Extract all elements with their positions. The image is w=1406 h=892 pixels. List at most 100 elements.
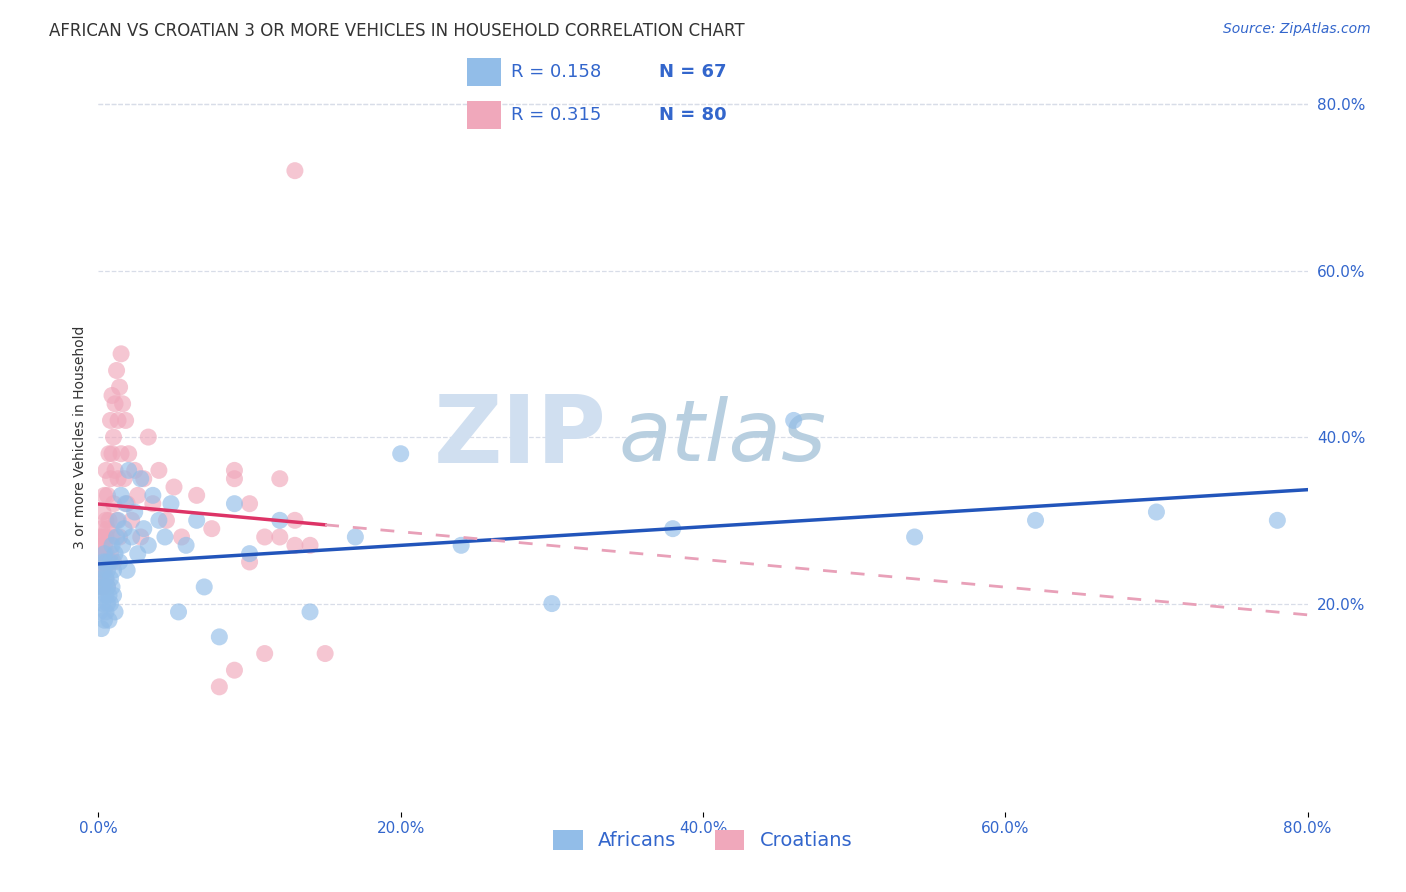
Point bbox=[96, 488, 118, 502]
Point bbox=[98, 447, 121, 461]
Point bbox=[105, 513, 128, 527]
Point bbox=[93, 555, 115, 569]
Text: R = 0.315: R = 0.315 bbox=[510, 106, 602, 124]
Point bbox=[114, 413, 136, 427]
Point bbox=[91, 547, 114, 561]
Point bbox=[93, 547, 115, 561]
Point bbox=[314, 647, 336, 661]
Point bbox=[389, 447, 412, 461]
Text: Source: ZipAtlas.com: Source: ZipAtlas.com bbox=[1223, 22, 1371, 37]
Point bbox=[783, 413, 806, 427]
Point bbox=[104, 463, 127, 477]
Point bbox=[112, 522, 135, 536]
Point bbox=[121, 513, 143, 527]
Point bbox=[1267, 513, 1289, 527]
Point bbox=[170, 530, 193, 544]
Point bbox=[103, 555, 125, 569]
Point bbox=[101, 530, 124, 544]
Point bbox=[100, 472, 122, 486]
Legend: Africans, Croatians: Africans, Croatians bbox=[546, 822, 860, 858]
Point bbox=[94, 463, 117, 477]
Point bbox=[167, 605, 190, 619]
Point bbox=[284, 538, 307, 552]
Bar bbox=[467, 101, 501, 129]
Text: AFRICAN VS CROATIAN 3 OR MORE VEHICLES IN HOUSEHOLD CORRELATION CHART: AFRICAN VS CROATIAN 3 OR MORE VEHICLES I… bbox=[49, 22, 745, 40]
Point bbox=[89, 547, 111, 561]
Point bbox=[253, 647, 276, 661]
Point bbox=[224, 463, 246, 477]
Point bbox=[104, 397, 127, 411]
Point bbox=[91, 505, 114, 519]
Point bbox=[100, 413, 122, 427]
Point bbox=[96, 522, 118, 536]
Point bbox=[124, 505, 146, 519]
Point bbox=[540, 597, 562, 611]
Point bbox=[89, 530, 111, 544]
Point bbox=[90, 538, 112, 552]
Point bbox=[344, 530, 367, 544]
Point bbox=[103, 430, 125, 444]
Point bbox=[142, 497, 165, 511]
Point bbox=[90, 622, 112, 636]
Point bbox=[114, 497, 136, 511]
Point bbox=[104, 547, 127, 561]
Point bbox=[93, 538, 115, 552]
Point bbox=[193, 580, 215, 594]
Point bbox=[91, 563, 114, 577]
Point bbox=[108, 380, 131, 394]
Point bbox=[93, 613, 115, 627]
Point bbox=[94, 547, 117, 561]
Point bbox=[186, 513, 208, 527]
Point bbox=[90, 522, 112, 536]
Point bbox=[208, 680, 231, 694]
Point bbox=[239, 547, 262, 561]
Point bbox=[103, 588, 125, 602]
Point bbox=[269, 530, 291, 544]
Point bbox=[96, 597, 118, 611]
Point bbox=[98, 555, 121, 569]
Point bbox=[110, 347, 132, 361]
Point bbox=[96, 563, 118, 577]
Point bbox=[136, 430, 159, 444]
Point bbox=[90, 555, 112, 569]
Point bbox=[93, 488, 115, 502]
Point bbox=[127, 547, 149, 561]
Point bbox=[94, 513, 117, 527]
Point bbox=[224, 472, 246, 486]
Point bbox=[1144, 505, 1167, 519]
Point bbox=[103, 497, 125, 511]
Point bbox=[239, 497, 262, 511]
Point bbox=[96, 555, 118, 569]
Point bbox=[112, 472, 135, 486]
Point bbox=[153, 530, 176, 544]
Point bbox=[107, 413, 129, 427]
Point bbox=[100, 547, 122, 561]
Text: N = 67: N = 67 bbox=[659, 62, 727, 81]
Point bbox=[101, 447, 124, 461]
Point bbox=[142, 488, 165, 502]
Point bbox=[91, 580, 114, 594]
Point bbox=[100, 555, 122, 569]
Point bbox=[129, 472, 152, 486]
Point bbox=[110, 488, 132, 502]
Point bbox=[239, 555, 262, 569]
Point bbox=[118, 463, 141, 477]
Point bbox=[98, 513, 121, 527]
Point bbox=[163, 480, 186, 494]
Point bbox=[127, 488, 149, 502]
Point bbox=[1024, 513, 1046, 527]
Point bbox=[89, 572, 111, 586]
Point bbox=[111, 397, 134, 411]
Point bbox=[136, 538, 159, 552]
Point bbox=[91, 555, 114, 569]
Point bbox=[96, 580, 118, 594]
Point bbox=[90, 572, 112, 586]
Text: ZIP: ZIP bbox=[433, 391, 606, 483]
Point bbox=[121, 530, 143, 544]
Point bbox=[201, 522, 224, 536]
Point bbox=[101, 388, 124, 402]
Point bbox=[90, 588, 112, 602]
Point bbox=[108, 555, 131, 569]
Point bbox=[94, 555, 117, 569]
Point bbox=[94, 530, 117, 544]
